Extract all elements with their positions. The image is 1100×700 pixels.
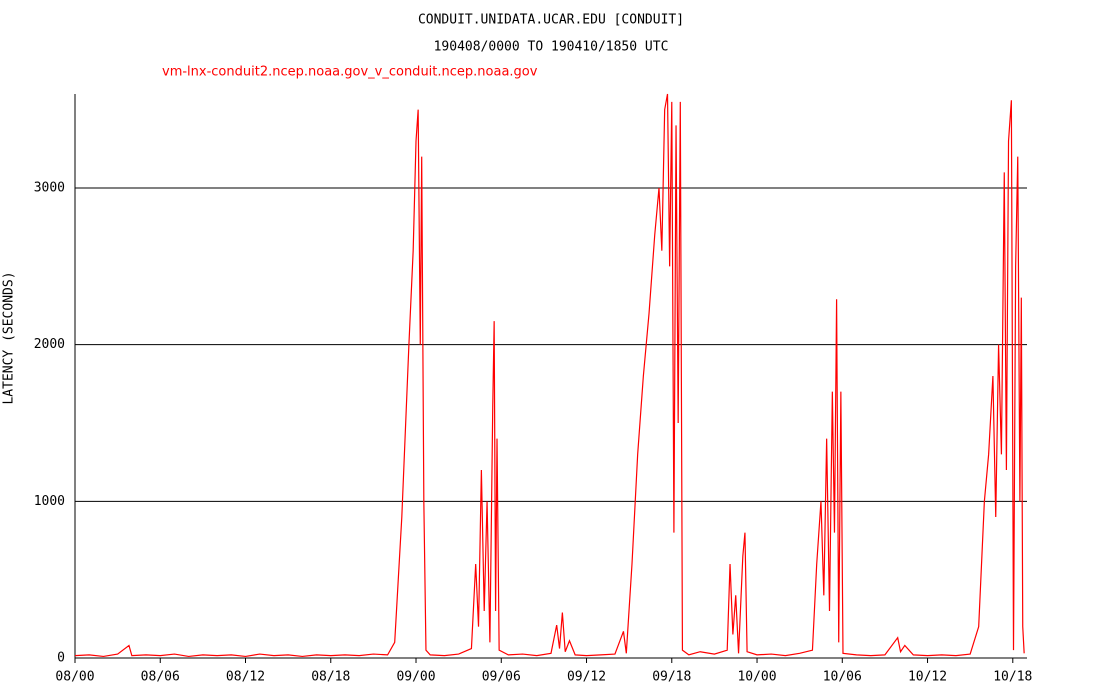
y-axis-label: LATENCY (SECONDS)	[2, 271, 17, 404]
x-tick-label: 10/06	[823, 670, 862, 685]
x-tick-label: 08/12	[226, 670, 265, 685]
x-tick-label: 10/18	[993, 670, 1032, 685]
x-tick-label: 10/00	[737, 670, 776, 685]
x-tick-label: 09/00	[396, 670, 435, 685]
x-tick-label: 10/12	[908, 670, 947, 685]
y-tick-label: 1000	[34, 494, 65, 509]
y-tick-label: 3000	[34, 181, 65, 196]
chart-title: CONDUIT.UNIDATA.UCAR.EDU [CONDUIT]	[418, 13, 684, 28]
x-tick-label: 08/06	[141, 670, 180, 685]
y-tick-label: 2000	[34, 337, 65, 352]
y-tick-label: 0	[57, 651, 65, 666]
legend-entry: vm-lnx-conduit2.ncep.noaa.gov_v_conduit.…	[162, 65, 538, 80]
series-line	[74, 93, 1025, 658]
x-tick-label: 09/18	[652, 670, 691, 685]
x-tick-label: 08/00	[55, 670, 94, 685]
x-tick-label: 09/12	[567, 670, 606, 685]
x-tick-label: 09/06	[482, 670, 521, 685]
chart-subtitle: 190408/0000 TO 190410/1850 UTC	[434, 40, 669, 55]
x-tick-label: 08/18	[311, 670, 350, 685]
